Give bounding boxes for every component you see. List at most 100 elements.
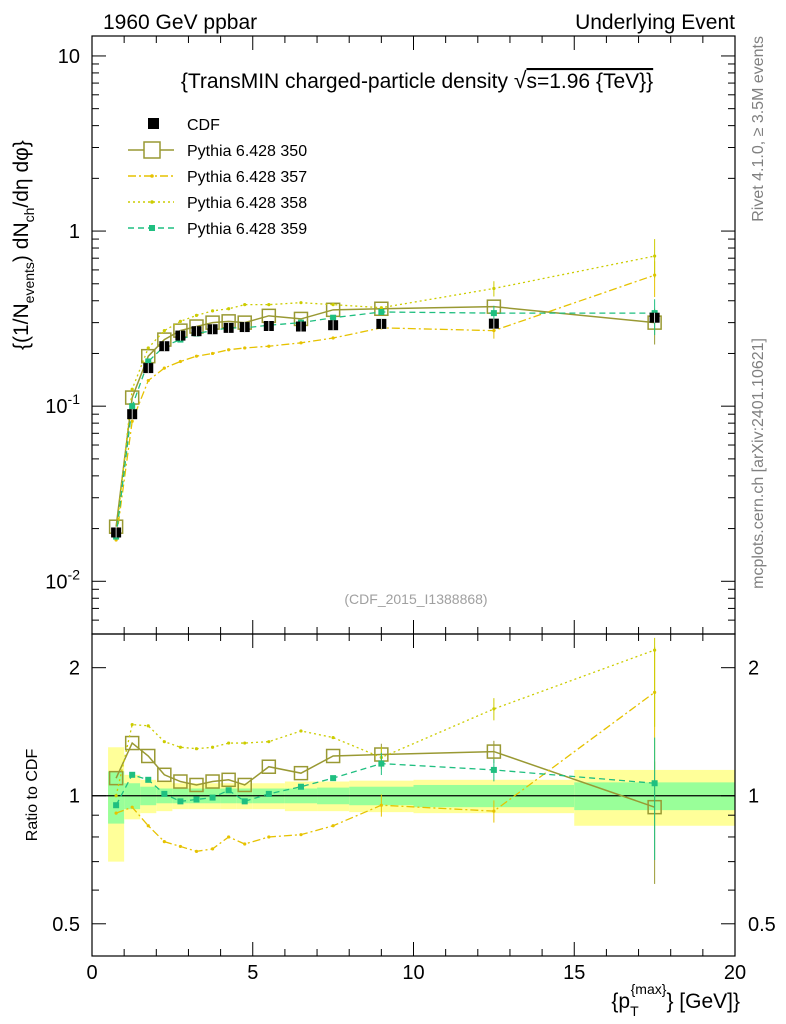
series-point — [653, 254, 657, 258]
main-panel: (CDF_2015_I1388868) 10-2 10-1 1 10 {TransMI… — [10, 35, 736, 635]
ratio-line-2 — [115, 691, 656, 853]
ratio-point — [205, 774, 220, 789]
series-point — [330, 314, 337, 321]
ratio-point — [490, 766, 497, 773]
ratio-point — [492, 707, 496, 711]
series-point — [210, 351, 215, 356]
y-tick-label: 10-2 — [45, 566, 80, 593]
ratio-point — [651, 780, 658, 787]
series-point — [299, 301, 303, 305]
ratio-point — [330, 775, 337, 782]
ratio-y-tick-label-right: 2 — [748, 658, 759, 680]
series-point — [492, 329, 496, 333]
ratio-point — [297, 783, 304, 790]
collision-energy-label: 1960 GeV ppbar — [103, 11, 257, 34]
ratio-point — [130, 805, 134, 809]
series-line-3 — [115, 255, 655, 535]
series-point — [267, 344, 271, 348]
series-point — [374, 301, 389, 317]
x-tick-label: 15 — [563, 962, 585, 984]
ratio-point — [141, 748, 156, 764]
series-point — [162, 329, 166, 333]
ratio-point — [210, 847, 215, 851]
ratio-point — [157, 767, 172, 783]
x-tick-label: 5 — [247, 962, 258, 984]
legend-label: Pythia 6.428 359 — [187, 221, 307, 238]
x-tick-label: 10 — [402, 962, 424, 984]
legend-marker — [150, 200, 154, 204]
ratio-line-3 — [115, 649, 655, 796]
ratio-point — [653, 648, 657, 652]
ratio-point — [113, 802, 120, 809]
x-tick-label: 20 — [724, 962, 746, 984]
series-point — [130, 419, 134, 423]
ratio-y-tick-label: 0.5 — [52, 914, 80, 936]
ratio-point — [267, 740, 271, 744]
process-label: Underlying Event — [575, 11, 735, 34]
series-line-4 — [115, 311, 655, 537]
ratio-point — [293, 765, 309, 781]
series-point — [178, 359, 183, 364]
ratio-panel: 0.5 0.5 1 1 2 2 0 5 10 15 20 Ratio to CDF {pT{max… — [24, 36, 776, 1019]
series-point — [378, 308, 385, 315]
series-point — [267, 303, 271, 307]
ratio-y-axis-label: Ratio to CDF — [24, 749, 41, 842]
ratio-point — [241, 798, 248, 805]
ratio-point — [162, 740, 166, 744]
ratio-point — [492, 809, 496, 813]
series-point — [194, 313, 199, 317]
legend-marker-cdf — [148, 118, 159, 129]
ratio-point — [145, 776, 152, 783]
ratio-point — [114, 811, 118, 815]
ratio-point — [243, 741, 247, 745]
series-point — [178, 319, 183, 323]
ratio-point — [331, 824, 335, 828]
ratio-point — [261, 759, 277, 774]
ratio-point — [194, 849, 199, 853]
ratio-y-tick-label-right: 0.5 — [748, 914, 776, 936]
series-point — [227, 348, 231, 352]
series-point — [299, 341, 303, 345]
series-point — [331, 303, 335, 307]
analysis-watermark: (CDF_2015_I1388868) — [344, 591, 487, 607]
ratio-point — [378, 760, 385, 767]
series-point — [379, 306, 383, 310]
series-point — [194, 354, 199, 358]
series-point — [227, 307, 231, 311]
series-point — [146, 346, 150, 350]
series-point — [243, 346, 247, 350]
ratio-point — [177, 798, 184, 805]
ratio-point — [227, 741, 231, 745]
ratio-point — [162, 840, 166, 844]
legend-label: CDF — [187, 117, 220, 134]
legend-label: Pythia 6.428 357 — [187, 169, 307, 186]
ratio-frame — [91, 633, 736, 957]
legend-marker — [150, 174, 154, 178]
series-point — [243, 303, 247, 307]
ratio-point — [173, 774, 188, 789]
ratio-y-tick-label: 2 — [69, 658, 80, 680]
y-tick-label: 10-1 — [45, 391, 80, 418]
ratio-point — [193, 796, 200, 803]
ratio-point — [178, 745, 183, 749]
ratio-point — [299, 833, 303, 837]
series-point — [130, 387, 134, 391]
ratio-point — [325, 748, 341, 764]
ratio-point — [146, 724, 150, 728]
ratio-point — [129, 771, 136, 778]
ratio-point — [486, 744, 502, 759]
ratio-point — [178, 844, 183, 849]
legend-label: Pythia 6.428 350 — [187, 143, 307, 160]
ratio-point — [210, 745, 215, 749]
legend-marker — [143, 141, 161, 159]
series-point — [145, 358, 152, 365]
series-point — [162, 366, 166, 370]
x-tick-label: 0 — [86, 962, 97, 984]
series-point — [129, 403, 136, 410]
mcplots-label: mcplots.cern.ch [arXiv:2401.10621] — [750, 338, 767, 589]
ratio-point — [114, 794, 118, 798]
ratio-point — [124, 735, 140, 751]
ratio-point — [331, 735, 335, 740]
ratio-point — [189, 777, 204, 793]
